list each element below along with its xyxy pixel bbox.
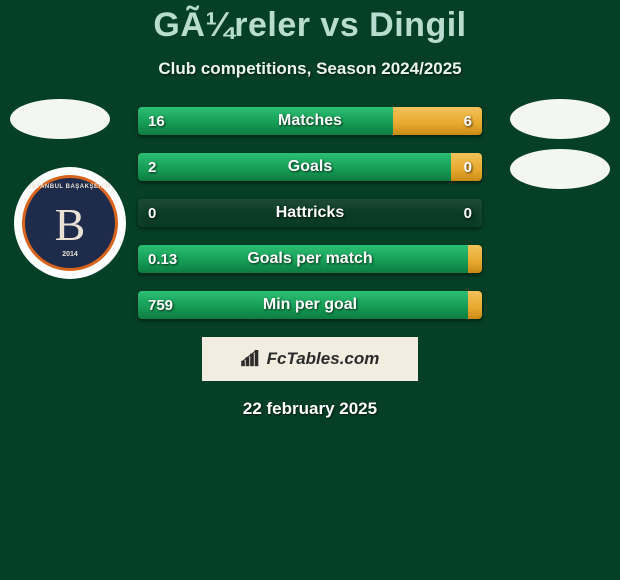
club-badge-letter: B xyxy=(55,202,86,248)
date-label: 22 february 2025 xyxy=(0,399,620,419)
club-badge: ISTANBUL BAŞAKŞEHİR B 2014 xyxy=(14,167,126,279)
stat-right-segment xyxy=(468,245,482,273)
stat-right-segment xyxy=(468,291,482,319)
watermark-text: FcTables.com xyxy=(267,349,380,369)
stat-row: 0.13Goals per match xyxy=(138,245,482,273)
stat-left-segment xyxy=(138,291,468,319)
stat-label: Hattricks xyxy=(138,199,482,227)
subtitle: Club competitions, Season 2024/2025 xyxy=(0,59,620,79)
stat-row: 759Min per goal xyxy=(138,291,482,319)
club-badge-inner: ISTANBUL BAŞAKŞEHİR B 2014 xyxy=(22,175,118,271)
bar-chart-icon xyxy=(241,350,263,368)
stat-left-segment xyxy=(138,107,393,135)
stat-right-value: 0 xyxy=(464,199,472,227)
page-title: GÃ¼reler vs Dingil xyxy=(0,0,620,45)
watermark: FcTables.com xyxy=(202,337,418,381)
club-badge-name: ISTANBUL BAŞAKŞEHİR xyxy=(25,184,115,190)
stat-row: 166Matches xyxy=(138,107,482,135)
stat-row: 0 0Hattricks xyxy=(138,199,482,227)
stat-left-segment xyxy=(138,245,468,273)
stat-left-value: 0 xyxy=(148,199,156,227)
stat-row: 20Goals xyxy=(138,153,482,181)
player-right-secondary-avatar xyxy=(510,149,610,189)
player-right-avatar xyxy=(510,99,610,139)
stat-bars: 166Matches 20Goals 0 0Hattricks 0.13Goals pe… xyxy=(138,107,482,319)
comparison-panel: ISTANBUL BAŞAKŞEHİR B 2014 166Matches 20G… xyxy=(0,107,620,319)
stat-left-segment xyxy=(138,153,451,181)
stat-right-segment xyxy=(393,107,482,135)
stat-right-segment xyxy=(451,153,482,181)
player-left-avatar xyxy=(10,99,110,139)
club-badge-year: 2014 xyxy=(25,251,115,258)
